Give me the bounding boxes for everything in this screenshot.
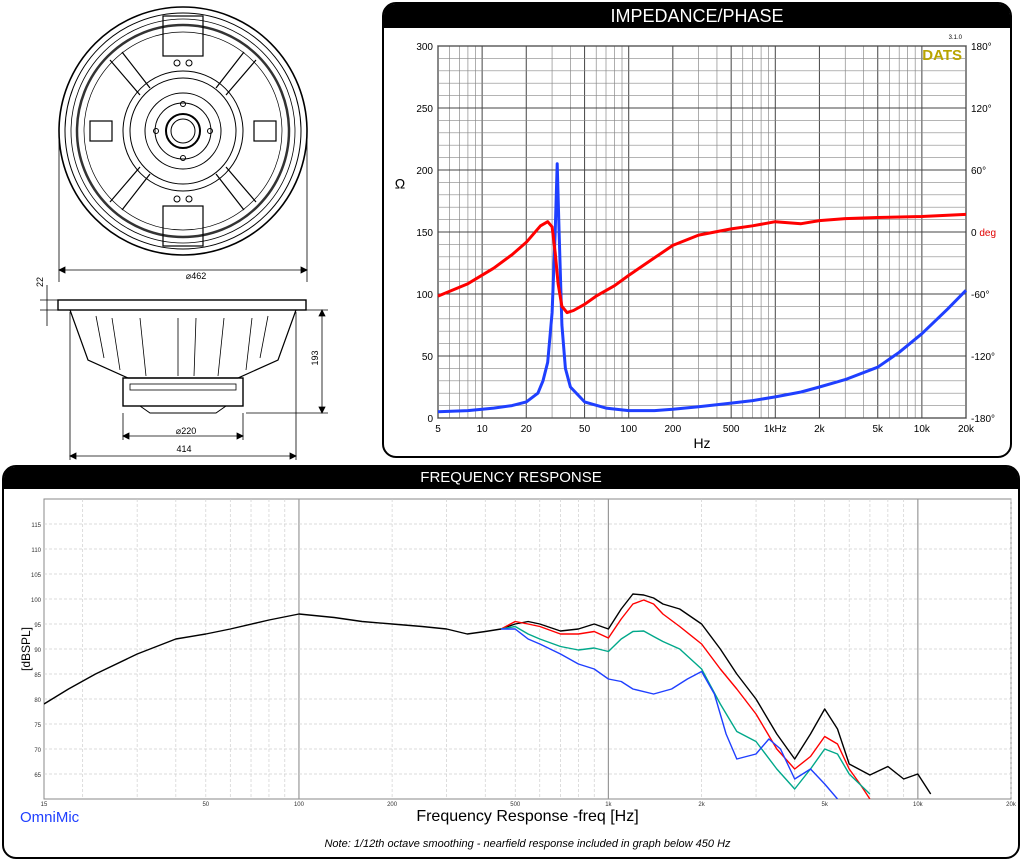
frequency-response-panel: FREQUENCY RESPONSE 65 70 75 80 85 90 95 100 105 1… [2, 465, 1020, 859]
impedance-y-tick-label: 250 [416, 104, 433, 115]
fr-x-tick-label: 15 [41, 802, 48, 808]
phase-unit: deg [979, 228, 996, 239]
impedance-x-tick-label: 2k [814, 424, 826, 435]
magnet-diameter-label: ⌀220 [176, 426, 196, 436]
impedance-x-tick-label: 5k [872, 424, 884, 435]
speaker-front-view [58, 6, 308, 256]
impedance-chart-title: IMPEDANCE/PHASE [384, 4, 1010, 28]
impedance-y-tick-label: 150 [416, 228, 433, 239]
frequency-response-title: FREQUENCY RESPONSE [4, 467, 1018, 489]
phase-y-tick-label: 120° [971, 104, 992, 115]
impedance-y-tick-label: 50 [422, 352, 434, 363]
fr-y-tick-label: 65 [34, 773, 41, 779]
impedance-x-axis-label: Hz [693, 435, 710, 451]
fr-y-tick-label: 90 [34, 648, 41, 654]
fr-x-tick-label: 2k [698, 802, 705, 808]
depth-dimension [246, 309, 328, 414]
phase-y-tick-label: 180° [971, 42, 992, 53]
speaker-side-view [57, 299, 307, 414]
fr-x-tick-label: 1k [605, 802, 612, 808]
impedance-x-tick-label: 1kHz [764, 424, 787, 435]
front-diameter-dimension [58, 140, 308, 282]
fr-y-tick-label: 115 [31, 523, 41, 529]
phase-series-line [437, 212, 967, 315]
impedance-y-tick-label: 300 [416, 42, 433, 53]
flange-dimension [40, 285, 58, 326]
fr-series-line [501, 628, 839, 799]
magnet-diameter-dimension [122, 413, 244, 440]
fr-x-tick-label: 200 [387, 802, 398, 808]
impedance-y-tick-label: 0 [427, 414, 433, 425]
fr-series-line [500, 599, 871, 799]
phase-y-tick-label: 0 deg [971, 228, 996, 239]
fr-x-tick-label: 20k [1006, 802, 1017, 808]
front-diameter-label: ⌀462 [186, 271, 206, 281]
frequency-response-chart: 65 70 75 80 85 90 95 100 105 110 115 15 50 100 200 500 1… [19, 498, 1017, 850]
fr-x-tick-label: 5k [822, 802, 829, 808]
impedance-y-tick-label: 200 [416, 166, 433, 177]
dats-version: 3.1.0 [949, 35, 963, 41]
depth-label: 193 [310, 350, 320, 365]
fr-y-tick-label: 75 [34, 723, 41, 729]
impedance-x-tick-label: 10k [914, 424, 931, 435]
impedance-x-tick-label: 100 [620, 424, 637, 435]
impedance-x-tick-label: 50 [579, 424, 591, 435]
impedance-series-line [437, 162, 968, 414]
impedance-x-tick-label: 20k [958, 424, 975, 435]
fr-y-tick-label: 95 [34, 623, 41, 629]
overall-dimension [69, 312, 297, 460]
impedance-y-tick-label: 100 [416, 290, 433, 301]
fr-y-tick-label: 80 [34, 698, 41, 704]
impedance-x-tick-label: 10 [477, 424, 489, 435]
impedance-x-tick-label: 20 [521, 424, 533, 435]
fr-y-tick-label: 70 [34, 748, 41, 754]
overall-label: 414 [176, 444, 191, 454]
fr-x-tick-label: 100 [294, 802, 305, 808]
impedance-phase-panel: IMPEDANCE/PHASE 5 10 20 50 100 200 500 1kHz 2k 5k… [382, 2, 1012, 458]
fr-y-tick-label: 110 [31, 548, 41, 554]
phase-y-tick-label: 60° [971, 166, 986, 177]
omnimic-logo: OmniMic [20, 809, 80, 826]
fr-y-axis-label: [dBSPL] [19, 627, 33, 671]
phase-y-tick-label: -120° [971, 352, 995, 363]
impedance-x-tick-label: 500 [723, 424, 740, 435]
phase-y-tick-label: -180° [971, 414, 995, 425]
fr-smoothing-note: Note: 1/12th octave smoothing - nearfiel… [324, 838, 731, 850]
flange-label: 22 [35, 277, 45, 287]
fr-x-tick-label: 10k [913, 802, 924, 808]
fr-series-line [44, 593, 932, 795]
fr-x-axis-label: Frequency Response -freq [Hz] [416, 808, 638, 825]
impedance-y-axis-label: Ω [395, 176, 405, 192]
fr-y-tick-label: 85 [34, 673, 41, 679]
phase-y-tick-label: -60° [971, 290, 989, 301]
impedance-x-tick-label: 5 [435, 424, 441, 435]
fr-y-tick-label: 100 [31, 598, 42, 604]
fr-x-tick-label: 500 [510, 802, 521, 808]
fr-x-tick-label: 50 [202, 802, 209, 808]
phase-zero-value: 0 [971, 228, 979, 239]
impedance-phase-chart: 5 10 20 50 100 200 500 1kHz 2k 5k 10k 20k 0 50 100 150 2… [395, 35, 996, 451]
fr-y-tick-label: 105 [31, 573, 42, 579]
impedance-x-tick-label: 200 [664, 424, 681, 435]
dats-logo: DATS [922, 47, 962, 64]
speaker-dimension-drawing: ⌀462 22 193 ⌀220 414 [35, 6, 328, 460]
